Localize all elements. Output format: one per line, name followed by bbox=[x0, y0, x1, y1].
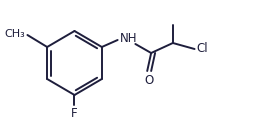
Text: O: O bbox=[145, 74, 154, 87]
Text: Cl: Cl bbox=[197, 42, 208, 56]
Text: NH: NH bbox=[120, 32, 137, 45]
Text: CH₃: CH₃ bbox=[5, 29, 25, 39]
Text: F: F bbox=[71, 107, 78, 120]
